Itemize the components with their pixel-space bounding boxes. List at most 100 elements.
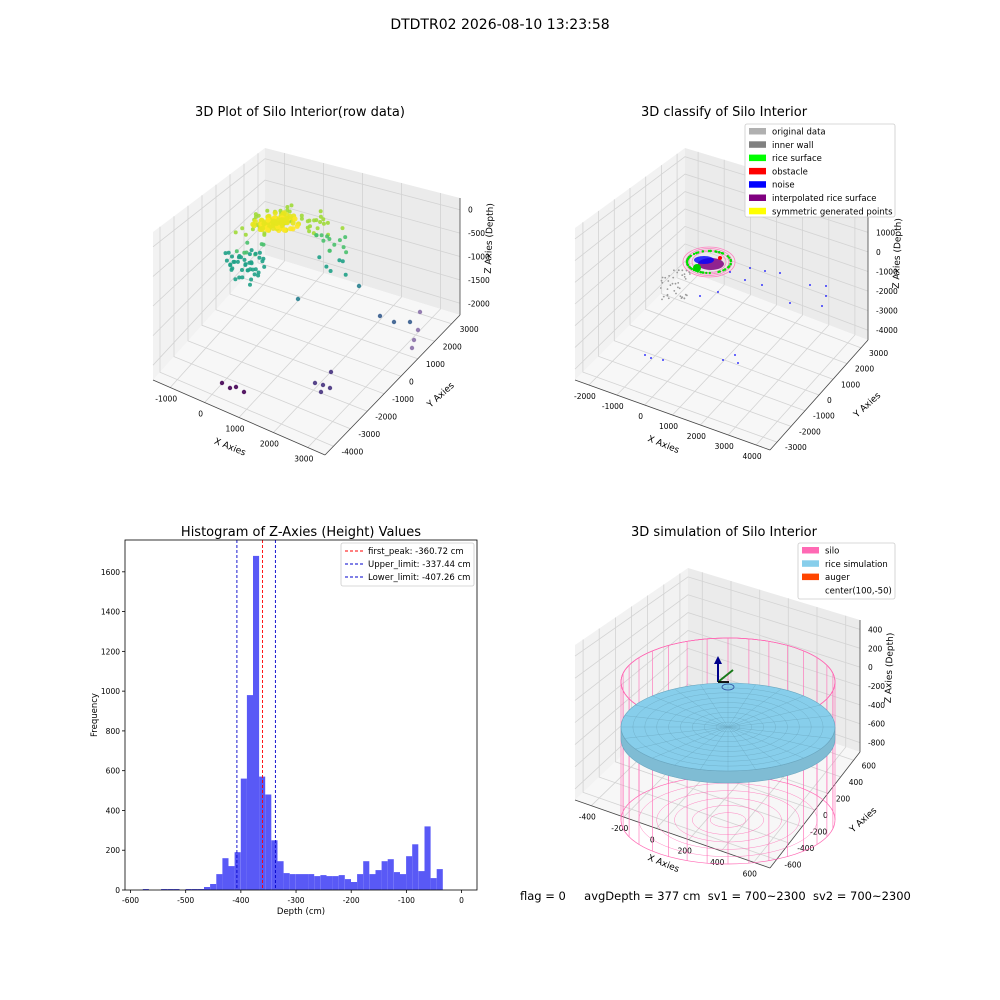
original-point — [661, 276, 664, 279]
plot-frame — [124, 539, 478, 891]
x-axis-label: X Axies — [646, 434, 681, 456]
legend-swatch — [749, 181, 766, 188]
rice-surface-point — [688, 265, 691, 269]
data-point — [247, 252, 252, 257]
data-point — [233, 230, 238, 235]
obstacle-point — [718, 256, 722, 260]
data-point — [320, 382, 326, 388]
rice-mesh-line — [652, 726, 729, 759]
histogram-bar — [320, 875, 327, 890]
flag-text: flag = 0 — [520, 889, 566, 903]
y-axis-line — [769, 751, 861, 869]
x-tick-label: 600 — [743, 869, 758, 878]
center-marker — [721, 683, 735, 691]
data-point — [344, 250, 349, 255]
y-axis-label: Y Axies — [425, 381, 457, 411]
sv1-text: sv1 = 700~2300 — [707, 889, 806, 903]
z-tick-label: -800 — [868, 739, 885, 748]
z-grid-line — [574, 612, 861, 701]
noise-point — [729, 271, 731, 273]
rice-mesh-line — [635, 726, 729, 750]
original-point — [660, 279, 663, 282]
data-point — [290, 220, 296, 226]
z-axis-label: Z Axies (Depth) — [892, 218, 904, 289]
x-tick-label: -1000 — [155, 395, 177, 404]
z-grid-line — [574, 225, 869, 326]
z-tick-label: 400 — [868, 625, 883, 634]
data-point — [245, 240, 250, 245]
y-tick-label: 0 — [827, 396, 832, 405]
z-tick-label: -600 — [868, 720, 885, 729]
y-axis-label: Y Axies — [847, 806, 879, 836]
histogram-bar — [393, 872, 400, 890]
original-point — [679, 295, 682, 298]
rice-surface-point — [686, 263, 690, 267]
x-grid-line — [204, 163, 324, 403]
data-point — [289, 203, 294, 208]
histogram-bar — [308, 874, 315, 890]
z-tick-label: -2000 — [876, 287, 898, 296]
y-grid-line — [187, 205, 368, 412]
silo-base-ring — [656, 790, 800, 850]
noise-point — [789, 302, 791, 304]
z-tick-label: -500 — [468, 229, 485, 238]
data-point — [243, 232, 248, 237]
floor-pane — [153, 255, 460, 455]
original-point — [684, 278, 687, 280]
x-tick-label: -100 — [398, 896, 415, 905]
z-tick-label: 0 — [868, 663, 873, 672]
panel-3d-4: -400 -200 0 200 400 600 600 400 200 0 -200 -400 -600… — [574, 525, 896, 878]
rice-surface-point — [718, 270, 721, 273]
auger-arrow-z-head — [714, 656, 722, 664]
y-tick-label: -400 — [797, 844, 814, 853]
y-grid-line — [598, 210, 792, 427]
x-axis-label: Depth (cm) — [277, 907, 325, 917]
x-tick-label: 3000 — [715, 442, 734, 451]
data-point — [223, 251, 228, 256]
x-tick-label: -200 — [611, 824, 628, 833]
silo-base-ring — [692, 805, 764, 835]
legend-swatch — [749, 128, 766, 135]
data-point — [250, 227, 255, 232]
y-grid-line — [582, 639, 777, 861]
histogram-bar — [424, 826, 431, 890]
y-grid-line — [613, 199, 806, 412]
data-point — [242, 250, 247, 255]
y-tick-label: -1000 — [392, 395, 414, 404]
silo-base-ring — [709, 812, 747, 828]
legend-swatch — [802, 547, 819, 554]
original-point — [678, 287, 681, 290]
rice-surface-point — [699, 270, 702, 274]
legend: silo rice simulation auger center(100,-50) — [797, 542, 896, 600]
z-grid-line — [152, 201, 461, 307]
data-point — [274, 220, 280, 227]
z-grid-line — [574, 243, 869, 348]
data-point — [233, 277, 238, 282]
histogram-bar — [167, 889, 174, 890]
data-point — [315, 226, 320, 231]
rice-surface-point — [721, 252, 725, 255]
rice-surface-point — [695, 251, 698, 255]
original-point — [667, 297, 670, 300]
x-tick-label: 3000 — [294, 455, 313, 464]
y-grid-line — [615, 617, 803, 827]
noise-point — [809, 284, 811, 286]
data-point — [327, 237, 332, 241]
legend-label: silo — [825, 547, 839, 557]
z-grid-line — [574, 191, 869, 283]
histogram-bar — [295, 874, 302, 890]
rice-mesh-line — [624, 726, 729, 739]
y-tick-label: 200 — [836, 794, 851, 803]
y-grid-line — [173, 216, 351, 430]
noise-point — [761, 284, 763, 286]
status-line: flag = 0 avgDepth = 377 cm sv1 = 700~230… — [520, 889, 911, 903]
legend-label: center(100,-50) — [825, 586, 892, 596]
histogram-bar — [418, 871, 425, 890]
x-tick-label: 4000 — [743, 452, 762, 461]
z-grid-line — [574, 576, 861, 657]
original-point — [685, 269, 688, 272]
noise-point — [779, 272, 781, 274]
x-axis-label: X Axies — [212, 437, 247, 459]
legend-swatch — [802, 560, 819, 567]
data-point — [249, 277, 254, 282]
